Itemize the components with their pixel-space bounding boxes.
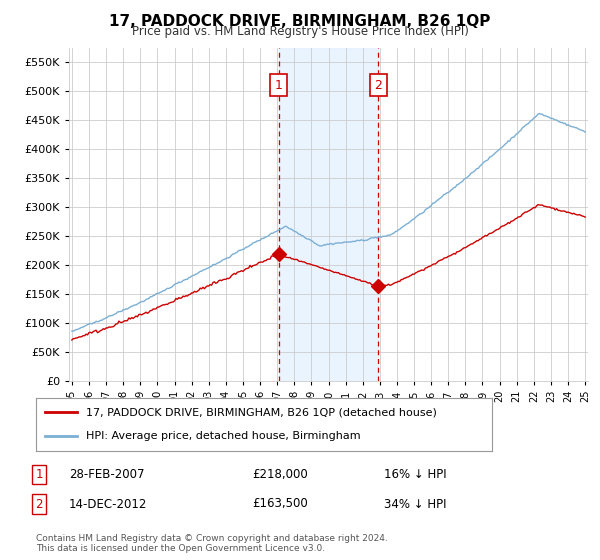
Bar xyxy=(278,48,379,381)
Text: HPI: Average price, detached house, Birmingham: HPI: Average price, detached house, Birm… xyxy=(86,431,361,441)
Text: 28-FEB-2007: 28-FEB-2007 xyxy=(69,468,145,481)
Text: £218,000: £218,000 xyxy=(252,468,308,481)
Text: Contains HM Land Registry data © Crown copyright and database right 2024.
This d: Contains HM Land Registry data © Crown c… xyxy=(36,534,388,553)
Text: 17, PADDOCK DRIVE, BIRMINGHAM, B26 1QP (detached house): 17, PADDOCK DRIVE, BIRMINGHAM, B26 1QP (… xyxy=(86,408,437,418)
Text: 34% ↓ HPI: 34% ↓ HPI xyxy=(384,497,446,511)
Text: 16% ↓ HPI: 16% ↓ HPI xyxy=(384,468,446,481)
Text: 2: 2 xyxy=(35,497,43,511)
Text: 2: 2 xyxy=(374,79,382,92)
Text: 1: 1 xyxy=(35,468,43,481)
Text: Price paid vs. HM Land Registry's House Price Index (HPI): Price paid vs. HM Land Registry's House … xyxy=(131,25,469,38)
Text: 14-DEC-2012: 14-DEC-2012 xyxy=(69,497,148,511)
Text: 1: 1 xyxy=(275,79,283,92)
Text: £163,500: £163,500 xyxy=(252,497,308,511)
Text: 17, PADDOCK DRIVE, BIRMINGHAM, B26 1QP: 17, PADDOCK DRIVE, BIRMINGHAM, B26 1QP xyxy=(109,14,491,29)
